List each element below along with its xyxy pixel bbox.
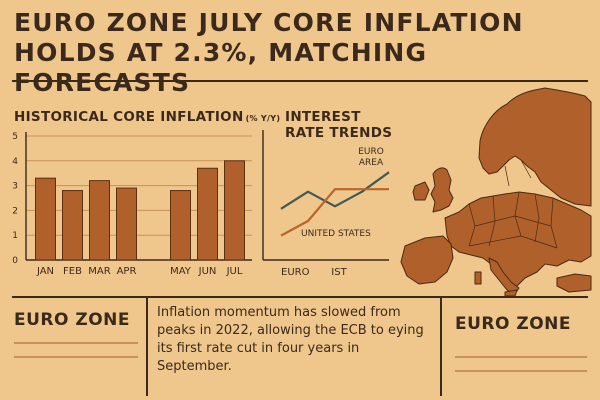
bar-chart-category-label: APR (117, 266, 137, 277)
bar-chart-bar (62, 190, 83, 261)
bar-chart-category-label: FEB (63, 266, 82, 277)
map-iberia (400, 235, 454, 285)
bar-chart-ytick: 3 (12, 182, 18, 192)
bar-chart-bar (197, 167, 218, 261)
europe-map-illustration (400, 87, 592, 297)
bar-chart-bar (224, 160, 245, 261)
footer-right-title: EURO ZONE (455, 314, 571, 334)
bar-chart-ytick: 2 (12, 206, 18, 216)
footer-right-line-2 (455, 370, 587, 372)
bar-chart-ytick: 1 (12, 231, 18, 241)
footer-divider-left (146, 298, 148, 396)
bar-chart-title-text: HISTORICAL CORE INFLATION (14, 109, 244, 125)
footer-body-text: Inflation momentum has slowed from peaks… (157, 305, 424, 374)
bar-chart-category-label: JAN (36, 266, 54, 277)
bar-chart-category-label: JUL (226, 266, 243, 277)
line-chart-series-label-euro-line1: EURO (358, 147, 384, 157)
footer-left-title: EURO ZONE (14, 310, 130, 330)
line-chart-title: INTEREST RATE TRENDS (285, 109, 405, 141)
bar-chart-ytick: 4 (12, 157, 18, 167)
bar-chart-title: HISTORICAL CORE INFLATION (% Y/Y) (14, 109, 280, 125)
line-chart-series-label-euro-line2: AREA (359, 158, 384, 168)
map-turkey (556, 273, 592, 293)
line-chart-series-label-us: UNITED STATES (301, 229, 371, 239)
bar-chart: 0 1 2 3 4 5 JAN FEB MAR APR MAY JUN JUL (12, 132, 252, 277)
bar-chart-bar (89, 180, 110, 261)
bar-chart-bar (116, 187, 137, 261)
bar-chart-unit: (% Y/Y) (245, 114, 281, 123)
headline: EURO ZONE JULY CORE INFLATION HOLDS AT 2… (14, 8, 524, 97)
bar-chart-category-label: MAY (170, 266, 192, 277)
footer-divider-right (440, 298, 442, 396)
line-chart-series-line (280, 171, 390, 210)
bar-chart-bar (35, 177, 56, 261)
top-rule (12, 80, 588, 82)
bar-chart-category-label: MAR (88, 266, 110, 277)
footer-left-line-1 (14, 342, 138, 344)
map-sardinia (474, 271, 482, 285)
map-scandinavia (478, 87, 592, 207)
mid-rule (12, 296, 588, 298)
bar-chart-category-label: JUN (198, 266, 217, 277)
line-chart-x-label: EURO (281, 267, 310, 278)
map-ireland (412, 181, 430, 201)
map-borders (468, 159, 558, 249)
line-chart-series-line (280, 188, 389, 237)
footer-left-line-2 (14, 356, 138, 358)
line-chart-x-label: IST (331, 267, 347, 278)
line-chart-series-label-euro: EURO AREA (358, 147, 384, 168)
line-chart-title-text: INTEREST RATE TRENDS (285, 109, 393, 141)
bar-chart-ytick: 0 (12, 256, 18, 266)
bar-chart-ytick: 5 (12, 132, 18, 142)
map-continent (444, 191, 592, 291)
footer-right-line-1 (455, 356, 587, 358)
bar-chart-bar (170, 190, 191, 261)
map-great-britain (430, 167, 454, 213)
